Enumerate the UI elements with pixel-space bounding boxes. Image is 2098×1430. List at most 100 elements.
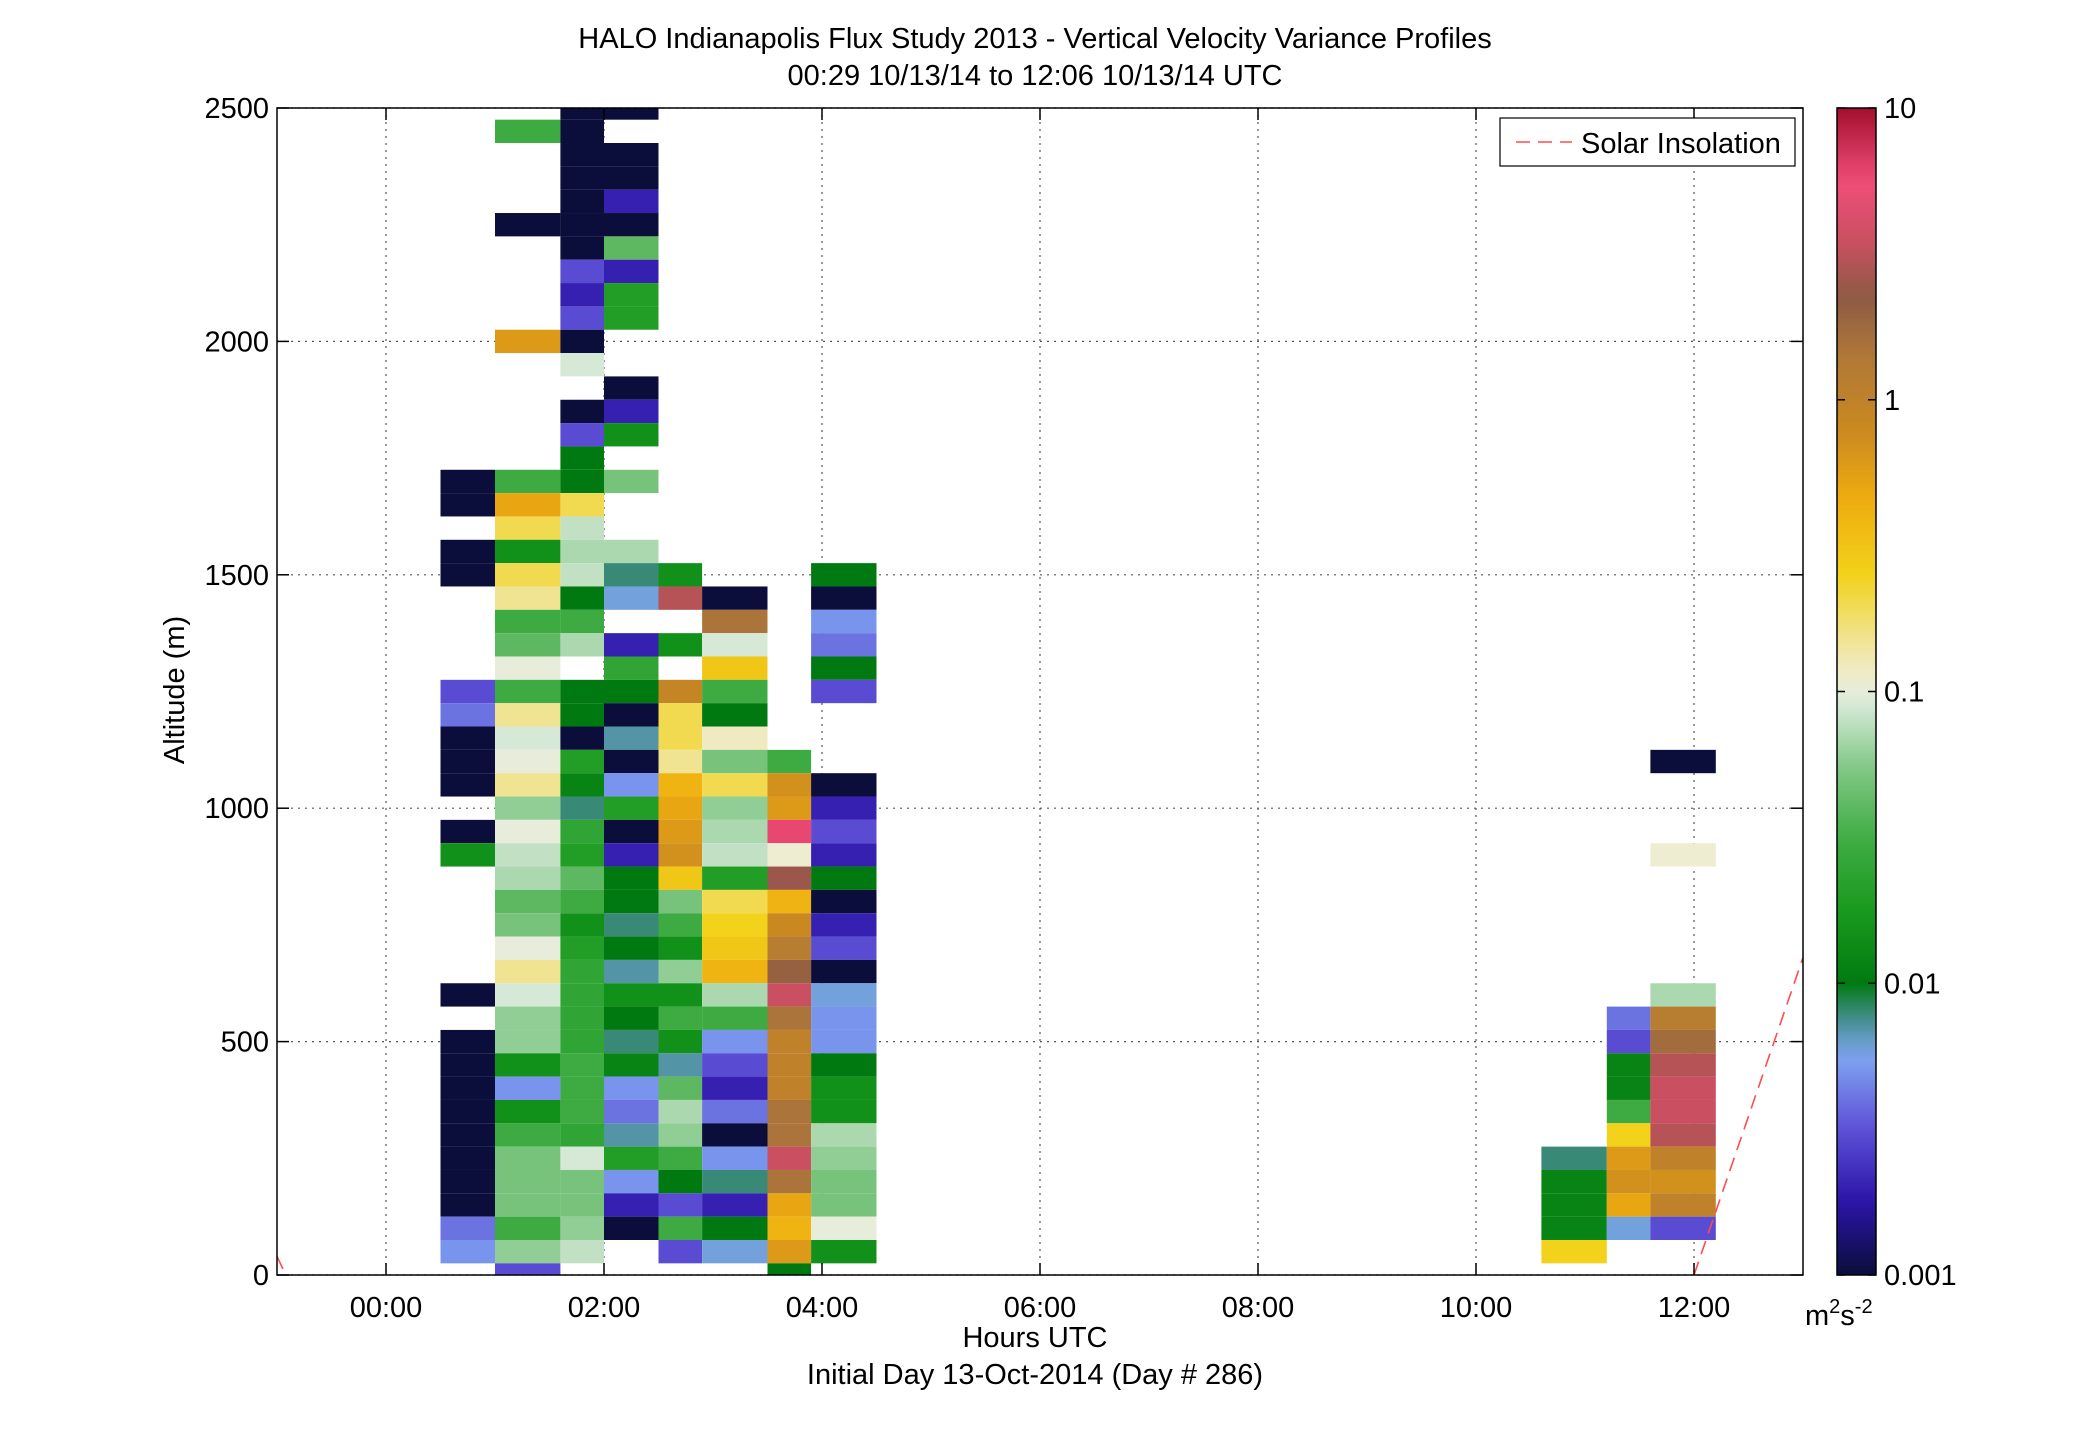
heatmap-cell	[702, 1193, 768, 1217]
heatmap-cell	[604, 959, 659, 984]
heatmap-cell	[658, 773, 703, 797]
heatmap-cell	[811, 959, 877, 984]
heatmap-cell	[811, 913, 877, 937]
heatmap-cell	[604, 586, 659, 610]
heatmap-cell	[702, 773, 768, 797]
y-axis-label: Altitude (m)	[159, 616, 191, 764]
heatmap-cell	[495, 493, 561, 517]
heatmap-cell	[495, 866, 561, 890]
heatmap-cell	[702, 1216, 768, 1240]
heatmap-cell	[440, 563, 495, 587]
heatmap-cell	[560, 166, 604, 190]
y-tick-label: 2500	[204, 93, 269, 125]
heatmap-cell	[702, 749, 768, 774]
heatmap-cell	[495, 1123, 561, 1147]
heatmap-cell	[560, 306, 604, 330]
heatmap-cell	[440, 1239, 495, 1264]
heatmap-cell	[604, 1193, 659, 1217]
colorbar-unit-exp2: -2	[1855, 1296, 1873, 1318]
heatmap-cell	[495, 1099, 561, 1124]
heatmap-cell	[495, 1006, 561, 1030]
heatmap-cell	[495, 633, 561, 657]
heatmap-cell	[604, 749, 659, 774]
heatmap-cell	[560, 399, 604, 424]
heatmap-cell	[604, 679, 659, 704]
heatmap-cell	[495, 469, 561, 494]
x-tick-label: 04:00	[786, 1292, 859, 1324]
heatmap-cell	[767, 1076, 812, 1100]
heatmap-cell	[560, 866, 604, 890]
heatmap-cell	[767, 749, 812, 774]
heatmap-cell	[604, 1146, 659, 1170]
heatmap-cell	[440, 1216, 495, 1240]
legend-label: Solar Insolation	[1581, 128, 1781, 160]
heatmap-cell	[702, 656, 768, 680]
heatmap-cell	[767, 866, 812, 890]
chart-title: HALO Indianapolis Flux Study 2013 - Vert…	[578, 23, 1491, 55]
heatmap-cell	[560, 563, 604, 587]
heatmap-cell	[604, 1053, 659, 1077]
heatmap-cell	[604, 376, 659, 400]
heatmap-cell	[767, 1239, 812, 1264]
heatmap-cell	[604, 469, 659, 494]
heatmap-cell	[604, 936, 659, 960]
heatmap-cell	[604, 703, 659, 727]
heatmap-cell	[495, 1216, 561, 1240]
heatmap-cell	[604, 539, 659, 564]
heatmap-cell	[702, 1029, 768, 1054]
heatmap-cell	[767, 1169, 812, 1194]
heatmap-cell	[1650, 1029, 1716, 1054]
heatmap-cell	[560, 796, 604, 820]
chart-subtitle: 00:29 10/13/14 to 12:06 10/13/14 UTC	[788, 60, 1283, 92]
heatmap-cell	[658, 1193, 703, 1217]
heatmap-cell	[658, 983, 703, 1007]
heatmap-cell	[811, 866, 877, 890]
heatmap-cell	[604, 889, 659, 914]
heatmap-cell	[560, 679, 604, 704]
heatmap-cell	[495, 843, 561, 867]
heatmap-cell	[440, 703, 495, 727]
heatmap-cell	[560, 1169, 604, 1194]
heatmap-cell	[495, 679, 561, 704]
heatmap-cell	[811, 936, 877, 960]
colorbar-unit: m2s-2	[1805, 1296, 1873, 1332]
heatmap-cell	[604, 1099, 659, 1124]
heatmap-cell	[1606, 1123, 1651, 1147]
heatmap-cell	[767, 1216, 812, 1240]
heatmap-cell	[495, 1193, 561, 1217]
heatmap-cell	[811, 563, 877, 587]
colorbar-tick-label: 1	[1884, 385, 1900, 417]
heatmap-cell	[1650, 1146, 1716, 1170]
x-tick-label: 02:00	[568, 1292, 641, 1324]
heatmap-cell	[604, 259, 659, 284]
heatmap-cell	[1650, 749, 1716, 774]
heatmap-cell	[560, 1193, 604, 1217]
heatmap-cell	[495, 983, 561, 1007]
heatmap-cell	[658, 1076, 703, 1100]
heatmap-cell	[702, 1099, 768, 1124]
x-tick-label: 08:00	[1222, 1292, 1295, 1324]
heatmap-cell	[604, 399, 659, 424]
heatmap-cell	[560, 1099, 604, 1124]
heatmap-cell	[560, 1053, 604, 1077]
heatmap-cell	[560, 913, 604, 937]
heatmap-cell	[767, 1123, 812, 1147]
heatmap-cell	[495, 213, 561, 237]
heatmap-cell	[560, 108, 604, 120]
heatmap-cell	[440, 749, 495, 774]
colorbar-tick-label: 10	[1884, 93, 1916, 125]
heatmap-cell	[495, 539, 561, 564]
heatmap-cell	[767, 1146, 812, 1170]
heatmap-cell	[560, 749, 604, 774]
heatmap-cell	[495, 119, 561, 144]
heatmap-cell	[702, 703, 768, 727]
heatmap-cell	[767, 1053, 812, 1077]
y-tick-label: 1500	[204, 560, 269, 592]
heatmap-cell	[811, 633, 877, 657]
colorbar-unit-exp1: 2	[1829, 1296, 1840, 1318]
heatmap-cell	[811, 773, 877, 797]
heatmap-cell	[702, 609, 768, 634]
colorbar-unit-base: m	[1805, 1300, 1829, 1332]
